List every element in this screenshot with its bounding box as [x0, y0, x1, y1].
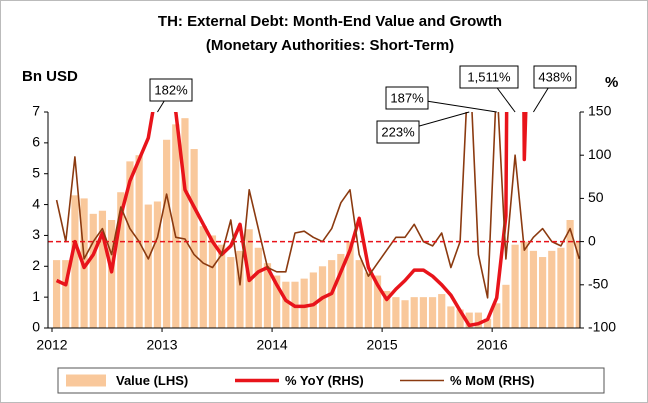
y2-tick-label: -100 — [588, 319, 616, 335]
bar — [383, 290, 391, 328]
data-label: 223% — [381, 124, 415, 139]
legend-label: % YoY (RHS) — [285, 373, 364, 388]
bar — [401, 300, 409, 328]
data-label: 438% — [538, 69, 572, 84]
bar — [392, 297, 400, 328]
bar — [364, 272, 372, 328]
bar — [456, 309, 464, 328]
bar — [511, 244, 519, 328]
bar — [428, 297, 437, 328]
bar — [190, 149, 198, 328]
bar — [447, 306, 455, 328]
y-tick-label: 2 — [32, 257, 40, 273]
bar — [199, 226, 207, 328]
bar — [89, 213, 97, 328]
bar — [71, 195, 79, 328]
bar — [98, 210, 107, 328]
y2-tick-label: 50 — [588, 189, 604, 205]
bar — [236, 250, 244, 328]
bar — [52, 260, 61, 328]
bar — [282, 281, 290, 328]
bar — [566, 220, 574, 328]
bar — [438, 294, 446, 328]
chart-subtitle: (Monetary Authorities: Short-Term) — [206, 37, 454, 54]
bar — [273, 275, 281, 328]
bar — [483, 318, 492, 328]
bar — [410, 297, 418, 328]
bar — [520, 241, 528, 328]
legend-label: % MoM (RHS) — [450, 373, 535, 388]
data-label: 187% — [390, 90, 424, 105]
callout-box — [149, 78, 193, 102]
bar — [355, 260, 363, 328]
bar — [337, 253, 345, 328]
legend-swatch — [66, 374, 106, 387]
bar — [465, 312, 473, 328]
bar — [153, 201, 162, 328]
bar — [557, 247, 565, 328]
bar — [117, 192, 125, 328]
y-tick-label: 7 — [32, 103, 40, 119]
bar — [108, 220, 116, 328]
x-tick-label: 2016 — [477, 337, 508, 353]
bar — [346, 241, 354, 328]
plot-area — [52, 112, 580, 328]
bar — [208, 235, 217, 328]
x-tick-label: 2015 — [367, 337, 398, 353]
bar — [309, 272, 317, 328]
bar — [263, 263, 272, 328]
y-axis-label: Bn USD — [22, 68, 78, 85]
y-tick-label: 1 — [32, 288, 40, 304]
bar — [548, 250, 556, 328]
y2-tick-label: 100 — [588, 146, 612, 162]
bar — [172, 124, 180, 328]
x-tick-label: 2014 — [257, 337, 288, 353]
bar — [254, 247, 262, 328]
bar — [218, 244, 226, 328]
y2-tick-label: 0 — [588, 232, 596, 248]
y-tick-label: 6 — [32, 134, 40, 150]
bar — [300, 278, 308, 328]
y2-tick-label: 150 — [588, 103, 612, 119]
bar — [373, 275, 382, 328]
line-series — [55, 112, 528, 328]
y-tick-label: 0 — [32, 319, 40, 335]
callout-box — [376, 120, 420, 144]
bar — [144, 204, 152, 328]
callout-box — [459, 65, 519, 89]
y-tick-label: 3 — [32, 226, 40, 242]
callout-box — [385, 86, 429, 110]
data-label: 182% — [154, 82, 188, 97]
bar — [538, 257, 547, 328]
bar — [529, 250, 538, 328]
bar — [575, 241, 580, 328]
bar — [181, 118, 189, 328]
legend-label: Value (LHS) — [116, 373, 188, 388]
y-tick-label: 5 — [32, 164, 40, 180]
bar — [227, 257, 235, 328]
line-series — [55, 112, 580, 299]
y2-axis-label: % — [605, 74, 618, 91]
y2-tick-label: -50 — [588, 276, 608, 292]
bar — [493, 303, 501, 328]
chart-title: TH: External Debt: Month-End Value and G… — [158, 13, 502, 30]
y-tick-label: 4 — [32, 195, 40, 211]
bar — [163, 139, 171, 328]
legend — [57, 367, 605, 394]
bar — [419, 297, 427, 328]
x-tick-label: 2012 — [36, 337, 67, 353]
data-label: 1,511% — [467, 69, 511, 84]
callout-box — [533, 65, 577, 89]
bar — [126, 161, 134, 328]
bar — [474, 312, 483, 328]
bar — [62, 260, 70, 328]
bar — [502, 284, 510, 328]
x-tick-label: 2013 — [146, 337, 177, 353]
